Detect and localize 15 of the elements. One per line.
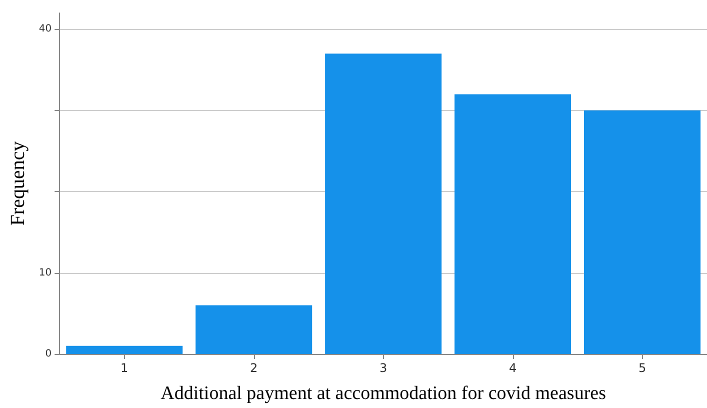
- x-tick-label: 4: [508, 361, 517, 375]
- bar: [454, 94, 572, 354]
- bar: [66, 346, 183, 354]
- bar: [325, 54, 442, 354]
- bar: [196, 305, 312, 354]
- x-tick-label: 3: [379, 361, 388, 375]
- y-axis-title: Frequency: [7, 141, 29, 226]
- x-axis-title: Additional payment at accommodation for covid measures: [160, 383, 606, 404]
- x-tick-label: 5: [638, 361, 646, 375]
- x-tick-label: 2: [250, 361, 258, 375]
- y-tick-label: 40: [38, 24, 52, 35]
- y-tick-label: 0: [45, 348, 52, 360]
- x-tick-label: 1: [120, 361, 128, 375]
- bar: [584, 110, 701, 354]
- y-tick-label: 10: [38, 267, 52, 278]
